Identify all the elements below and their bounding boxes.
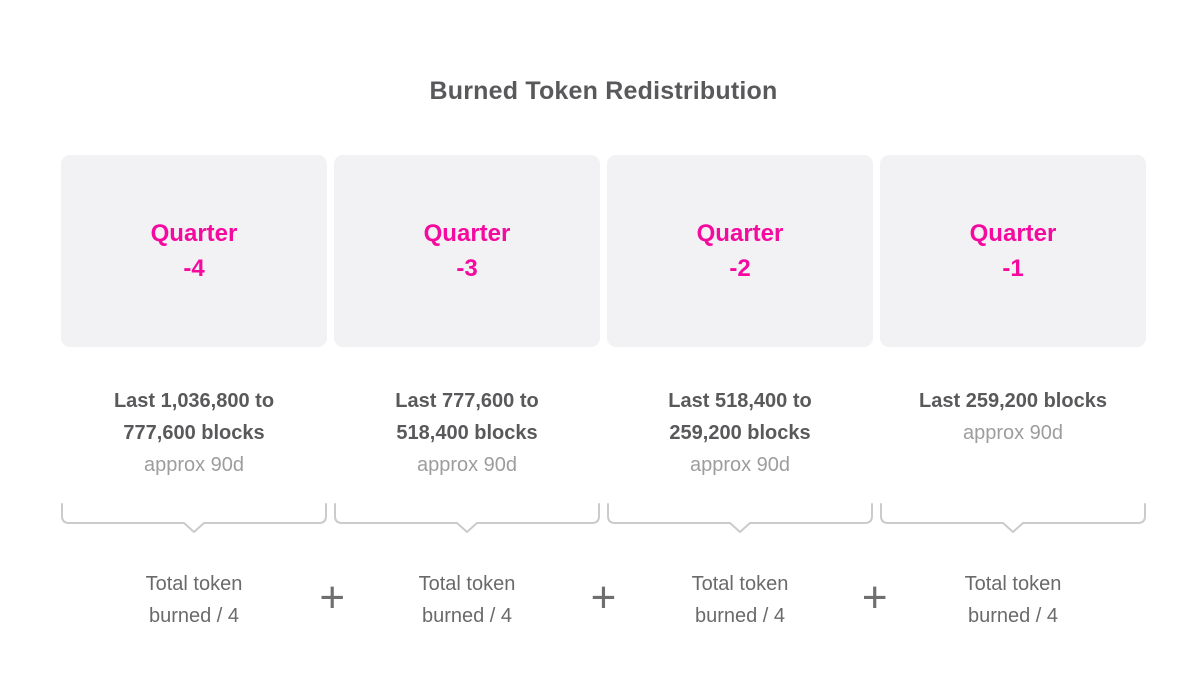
curly-brace-icon bbox=[880, 503, 1146, 535]
allocation-row: Total token burned / 4 Total token burne… bbox=[61, 568, 1146, 632]
allocation-line: burned / 4 bbox=[967, 605, 1059, 627]
block-range-q-minus-1: Last 259,200 blocks approx 90d bbox=[880, 385, 1146, 481]
block-range-line: Last 259,200 blocks bbox=[919, 390, 1107, 412]
allocation-line: burned / 4 bbox=[421, 605, 513, 627]
quarter-card-q-minus-4: Quarter -4 bbox=[61, 155, 327, 347]
block-range-q-minus-3: Last 777,600 to 518,400 blocks approx 90… bbox=[334, 385, 600, 481]
allocation-line: Total token bbox=[964, 573, 1062, 595]
quarter-name: Quarter bbox=[423, 220, 511, 247]
quarter-card-q-minus-3: Quarter -3 bbox=[334, 155, 600, 347]
allocation-q-minus-4: Total token burned / 4 bbox=[61, 568, 327, 632]
duration-label: approx 90d bbox=[962, 422, 1064, 444]
quarter-number: -2 bbox=[729, 255, 751, 282]
block-range-q-minus-4: Last 1,036,800 to 777,600 blocks approx … bbox=[61, 385, 327, 481]
quarter-name: Quarter bbox=[150, 220, 238, 247]
block-range-line: 777,600 blocks bbox=[123, 422, 265, 444]
duration-label: approx 90d bbox=[143, 454, 245, 476]
block-range-line: Last 518,400 to bbox=[668, 390, 812, 412]
quarter-card-row: Quarter -4 Quarter -3 Quarter -2 Quarter… bbox=[61, 155, 1146, 347]
quarter-name: Quarter bbox=[969, 220, 1057, 247]
brace-row bbox=[61, 503, 1146, 535]
duration-label: approx 90d bbox=[689, 454, 791, 476]
allocation-line: Total token bbox=[145, 573, 243, 595]
curly-brace-icon bbox=[607, 503, 873, 535]
quarter-name: Quarter bbox=[696, 220, 784, 247]
quarter-card-q-minus-1: Quarter -1 bbox=[880, 155, 1146, 347]
quarter-number: -4 bbox=[183, 255, 205, 282]
plus-operator-icon: + bbox=[861, 573, 888, 623]
diagram-content: Burned Token Redistribution Quarter -4 Q… bbox=[61, 0, 1146, 632]
quarter-card-q-minus-2: Quarter -2 bbox=[607, 155, 873, 347]
allocation-line: Total token bbox=[418, 573, 516, 595]
block-range-line: 259,200 blocks bbox=[669, 422, 811, 444]
block-range-row: Last 1,036,800 to 777,600 blocks approx … bbox=[61, 385, 1146, 481]
plus-operator-icon: + bbox=[590, 573, 617, 623]
allocation-line: Total token bbox=[691, 573, 789, 595]
duration-label: approx 90d bbox=[416, 454, 518, 476]
block-range-line: 518,400 blocks bbox=[396, 422, 538, 444]
allocation-line: burned / 4 bbox=[148, 605, 240, 627]
curly-brace-icon bbox=[334, 503, 600, 535]
allocation-q-minus-1: Total token burned / 4 bbox=[880, 568, 1146, 632]
plus-operator-icon: + bbox=[319, 573, 346, 623]
curly-brace-icon bbox=[61, 503, 327, 535]
quarter-number: -1 bbox=[1002, 255, 1024, 282]
quarter-number: -3 bbox=[456, 255, 478, 282]
allocation-q-minus-2: Total token burned / 4 bbox=[607, 568, 873, 632]
allocation-q-minus-3: Total token burned / 4 bbox=[334, 568, 600, 632]
diagram-title: Burned Token Redistribution bbox=[429, 77, 778, 105]
block-range-line: Last 777,600 to bbox=[395, 390, 539, 412]
block-range-line: Last 1,036,800 to bbox=[113, 390, 275, 412]
block-range-q-minus-2: Last 518,400 to 259,200 blocks approx 90… bbox=[607, 385, 873, 481]
allocation-line: burned / 4 bbox=[694, 605, 786, 627]
